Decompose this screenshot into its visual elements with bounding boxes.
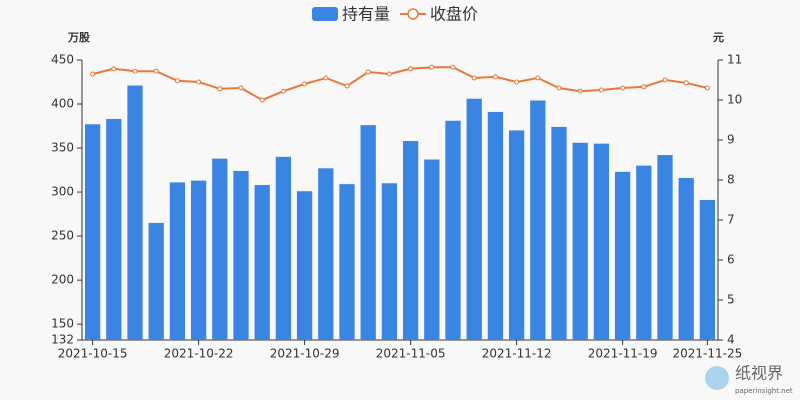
legend-label: 持有量	[342, 5, 390, 24]
bar	[445, 120, 461, 340]
line-point	[450, 64, 456, 70]
bar	[106, 118, 122, 340]
y2-tick-label: 6	[727, 253, 735, 267]
legend-swatch	[312, 7, 338, 21]
y-tick-label: 150	[51, 317, 74, 331]
line-point	[471, 75, 477, 81]
watermark-icon	[705, 366, 729, 390]
line-point	[620, 85, 626, 91]
x-tick-label: 2021-11-19	[588, 347, 658, 361]
y2-tick-label: 10	[727, 93, 742, 107]
y2-tick-label: 5	[727, 293, 735, 307]
line-point	[174, 78, 180, 84]
bar	[275, 156, 292, 340]
line-point	[323, 75, 329, 81]
y2-tick-label: 9	[727, 133, 735, 147]
line-point	[302, 81, 308, 87]
line-point	[90, 71, 96, 77]
line-point	[217, 86, 223, 92]
bar	[636, 165, 652, 340]
bar	[169, 182, 186, 340]
bar	[530, 100, 546, 340]
y-tick-label: 200	[51, 273, 74, 287]
y-tick-label: 300	[51, 185, 74, 199]
line-point	[238, 85, 244, 91]
bar	[678, 177, 694, 340]
bar	[360, 125, 376, 341]
bar	[212, 158, 228, 340]
x-tick-label: 2021-11-12	[482, 347, 552, 361]
line-point	[259, 97, 265, 103]
legend-swatch	[407, 8, 419, 20]
line-point	[429, 64, 435, 70]
y2-tick-label: 8	[727, 173, 735, 187]
line-point	[344, 83, 350, 89]
bar	[190, 180, 207, 340]
y2-tick-label: 4	[727, 333, 735, 347]
x-tick-label: 2021-11-05	[376, 347, 446, 361]
line-point	[535, 75, 541, 81]
bar	[254, 185, 270, 340]
line-point	[492, 74, 498, 80]
line-point	[577, 88, 583, 94]
y-tick-label: 132	[51, 333, 74, 347]
bar	[614, 171, 631, 340]
bar	[508, 130, 525, 340]
y2-tick-label: 11	[727, 53, 742, 67]
line-point	[514, 79, 520, 85]
bar	[318, 168, 334, 340]
line-point	[598, 87, 604, 93]
line	[92, 66, 708, 102]
x-tick-label: 2021-10-15	[58, 347, 128, 361]
line-point	[196, 79, 202, 85]
watermark-name: 纸视界	[735, 364, 783, 383]
line-point	[111, 66, 117, 72]
line-point	[704, 85, 710, 91]
line-point	[386, 71, 392, 77]
bar	[487, 111, 504, 341]
legend-label: 收盘价	[430, 5, 478, 24]
line-point	[153, 68, 159, 74]
bar	[593, 143, 610, 340]
line-point	[280, 88, 286, 94]
x-tick-label: 2021-11-25	[673, 347, 743, 361]
y2-axis-label: 元	[713, 31, 724, 44]
bar	[233, 170, 249, 340]
bar	[551, 126, 567, 340]
line-point	[365, 69, 371, 75]
y-tick-label: 350	[51, 141, 74, 155]
bar	[148, 222, 164, 340]
bar	[339, 184, 355, 340]
y-tick-label: 400	[51, 97, 74, 111]
bar	[402, 141, 419, 340]
line-point	[683, 80, 689, 86]
line-point	[662, 77, 668, 83]
line-point	[132, 68, 138, 74]
x-tick-label: 2021-10-22	[164, 347, 234, 361]
watermark: 纸视界 paperinsight.net	[705, 364, 793, 395]
bar	[466, 98, 482, 340]
line-point	[408, 66, 414, 72]
line-point	[641, 84, 647, 90]
bar	[699, 200, 716, 340]
y2-tick-label: 7	[727, 213, 735, 227]
bar	[381, 183, 398, 340]
bar	[296, 191, 313, 340]
bar	[657, 155, 673, 340]
watermark-url: paperinsight.net	[735, 387, 793, 395]
y-tick-label: 250	[51, 229, 74, 243]
bar	[127, 85, 143, 340]
y-axis-label: 万股	[67, 31, 91, 44]
line-point	[556, 85, 562, 91]
x-tick-label: 2021-10-29	[270, 347, 340, 361]
bar	[84, 124, 101, 340]
bar	[572, 142, 588, 340]
y-tick-label: 450	[51, 53, 74, 67]
bar	[424, 159, 440, 340]
